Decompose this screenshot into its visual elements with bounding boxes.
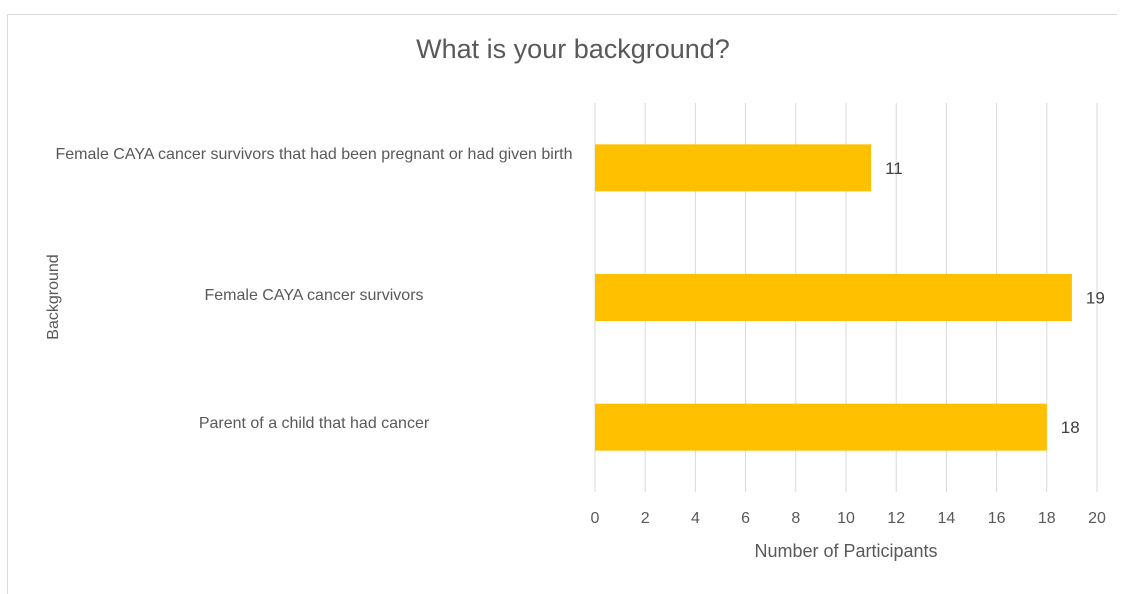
category-label-pregnant-survivors: Female CAYA cancer survivors that had be… xyxy=(55,146,573,163)
x-tick-label-20: 20 xyxy=(1088,510,1106,527)
x-tick-label-4: 4 xyxy=(691,510,700,527)
x-tick-label-0: 0 xyxy=(591,510,600,527)
category-label-survivors: Female CAYA cancer survivors xyxy=(204,287,424,304)
x-tick-label-8: 8 xyxy=(791,510,800,527)
x-tick-label-14: 14 xyxy=(938,510,956,527)
x-tick-label-18: 18 xyxy=(1038,510,1056,527)
data-label-2: 18 xyxy=(1061,418,1080,437)
x-tick-label-10: 10 xyxy=(837,510,855,527)
bar-1 xyxy=(595,274,1072,321)
category-label-parent: Parent of a child that had cancer xyxy=(198,415,430,432)
x-tick-label-6: 6 xyxy=(741,510,750,527)
x-axis-title: Number of Participants xyxy=(754,541,938,561)
x-tick-label-12: 12 xyxy=(887,510,905,527)
x-tick-label-2: 2 xyxy=(641,510,650,527)
chart-frame xyxy=(7,14,1117,594)
chart-title: What is your background? xyxy=(416,34,730,64)
bar-0 xyxy=(595,144,872,192)
data-label-0: 11 xyxy=(885,159,903,178)
x-tick-label-16: 16 xyxy=(988,510,1006,527)
data-label-1: 19 xyxy=(1086,289,1105,308)
bar-2 xyxy=(595,403,1047,451)
